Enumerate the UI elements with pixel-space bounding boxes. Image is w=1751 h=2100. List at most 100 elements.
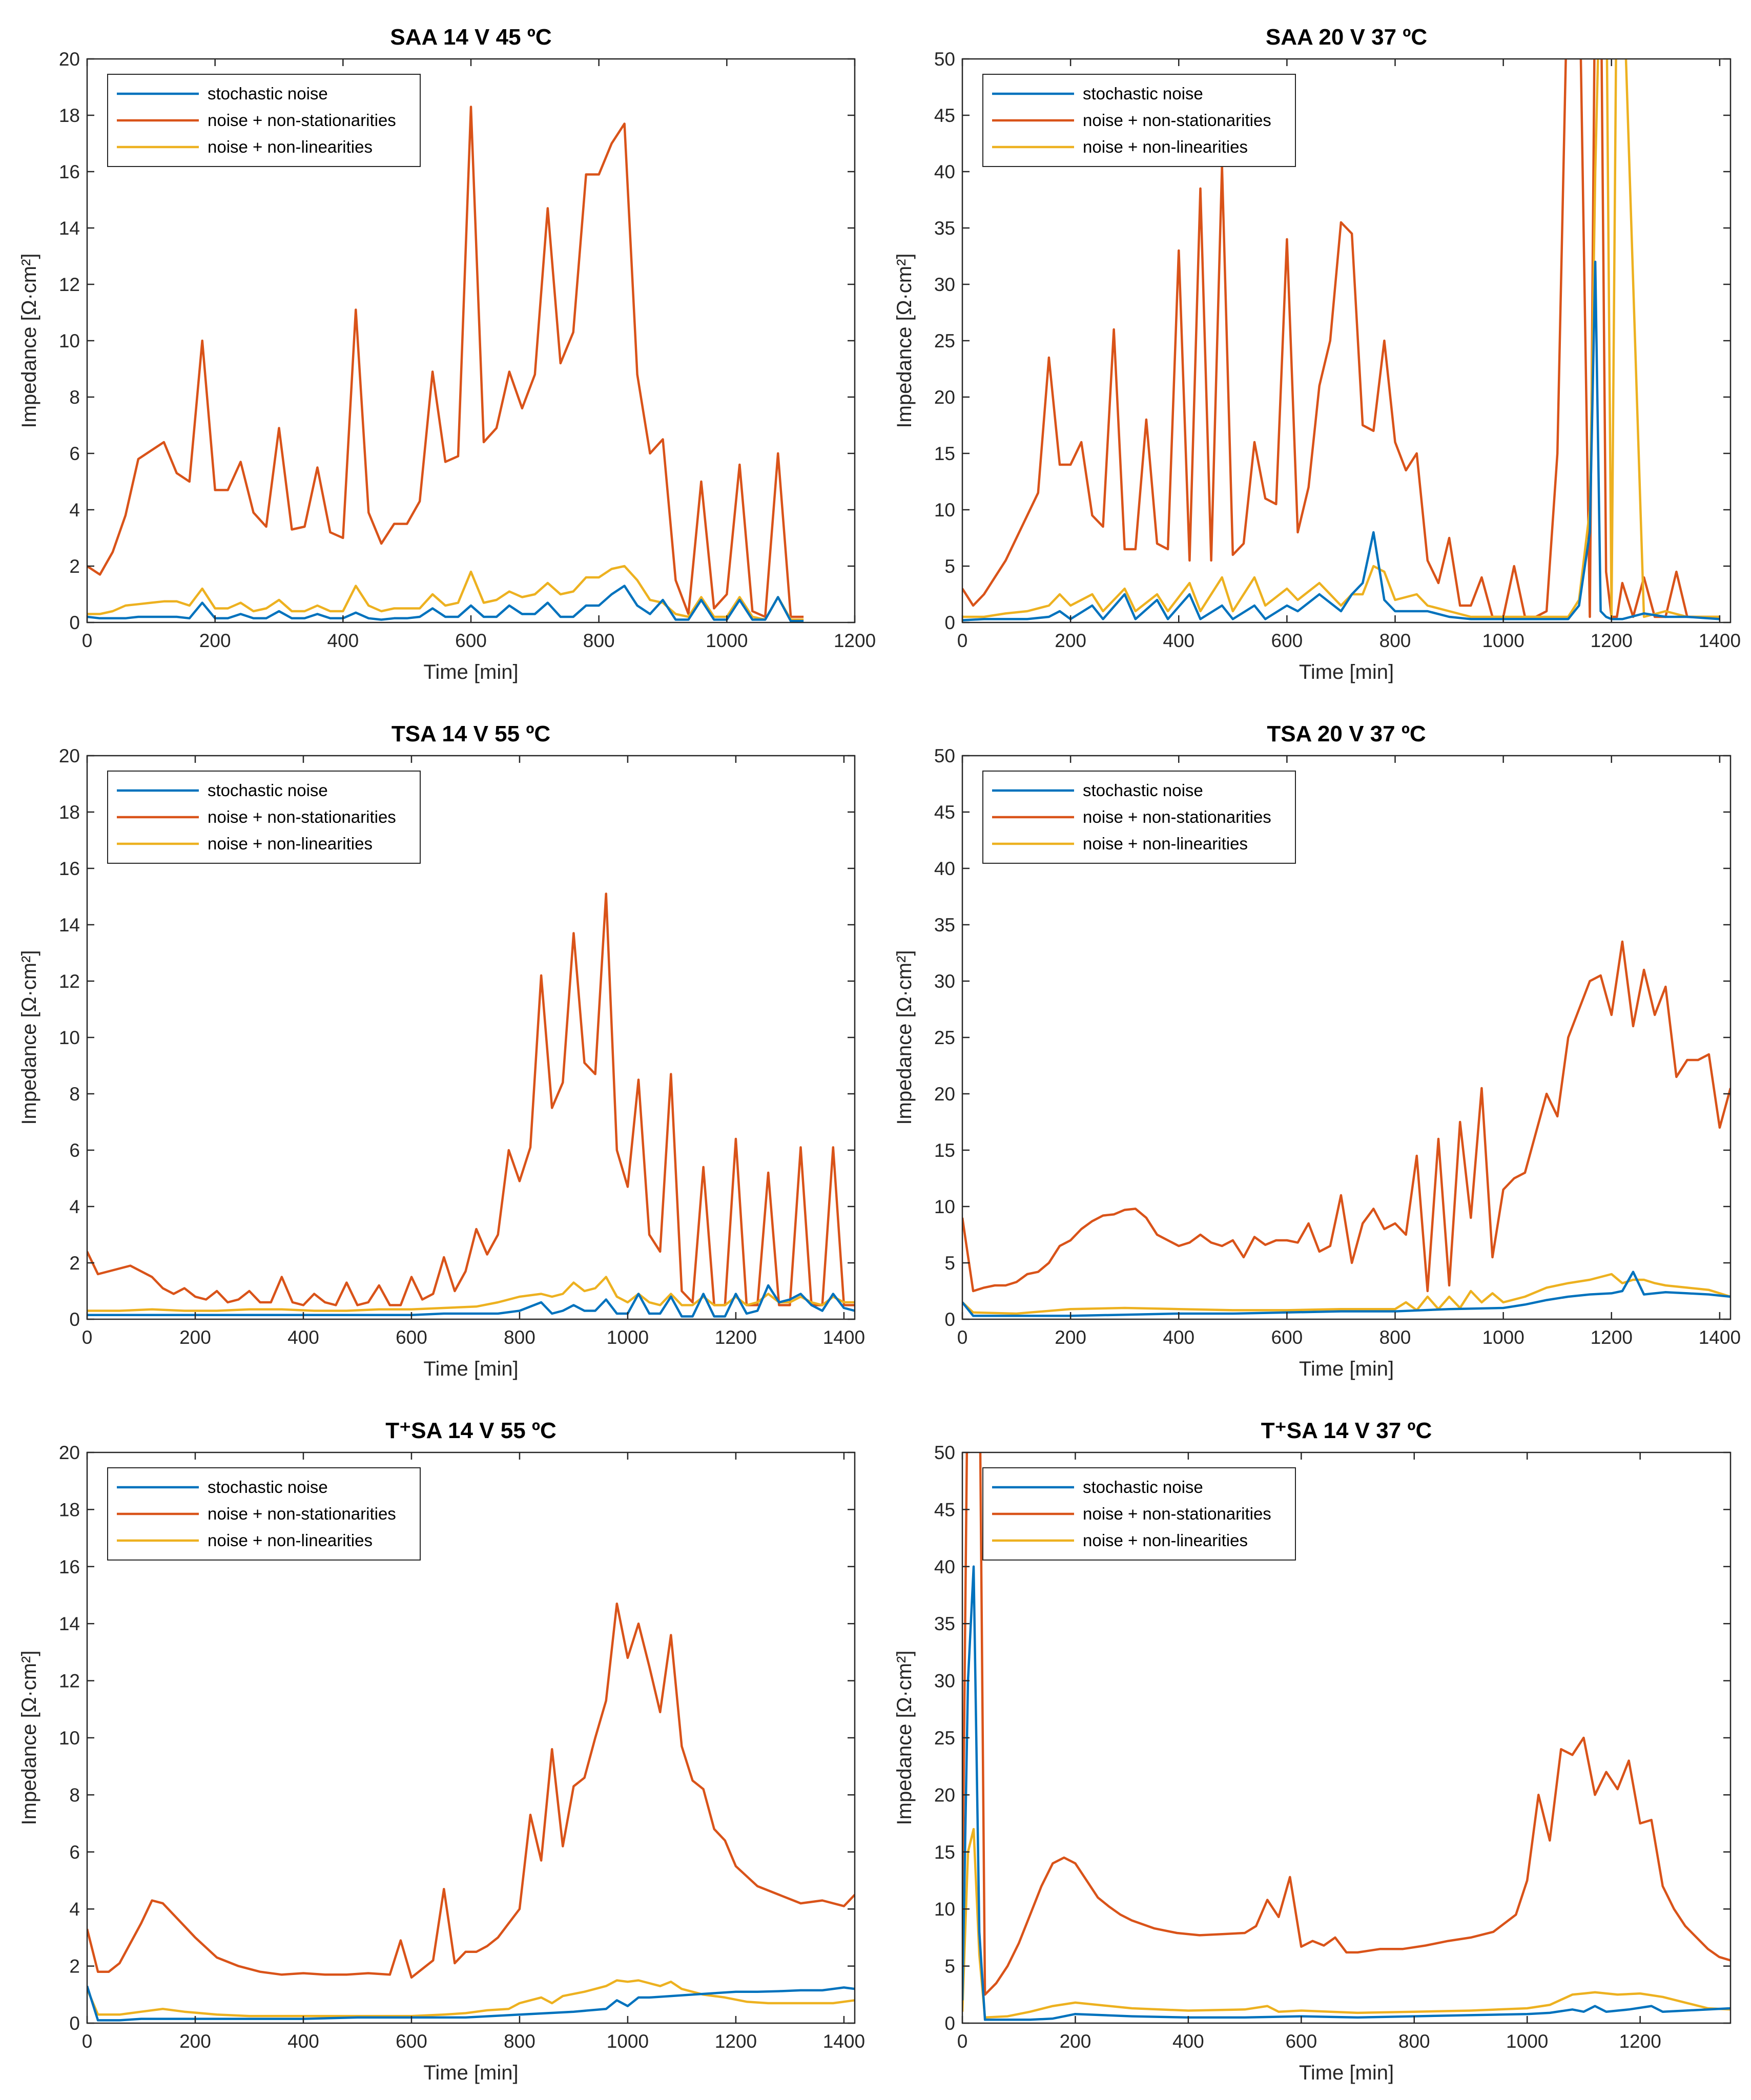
legend: stochastic noise noise + non-stationariti… — [107, 74, 421, 167]
y-tick-label: 5 — [944, 1253, 955, 1274]
legend-label-stochastic-noise: stochastic noise — [208, 1478, 328, 1496]
x-tick-label: 800 — [1398, 2031, 1430, 2052]
x-tick-label: 0 — [82, 1327, 93, 1348]
x-tick-label: 200 — [199, 630, 231, 651]
y-tick-label: 0 — [69, 2013, 80, 2034]
y-tick-label: 2 — [69, 556, 80, 577]
y-axis-label: Impedance [Ω·cm²] — [893, 950, 916, 1125]
legend-label-stochastic-noise: stochastic noise — [208, 84, 328, 103]
y-tick-label: 50 — [934, 745, 955, 766]
x-tick-label: 1200 — [1591, 1327, 1633, 1348]
series-line-stochastic-noise — [962, 260, 1720, 621]
x-tick-label: 200 — [1055, 630, 1086, 651]
chart-title: TSA 20 V 37 ºC — [1267, 721, 1426, 746]
y-tick-label: 35 — [934, 914, 955, 935]
y-tick-label: 25 — [934, 330, 955, 351]
series-line-stochastic-noise — [87, 1284, 855, 1318]
legend-label-noise-non-stationarities: noise + non-stationarities — [208, 807, 396, 826]
y-tick-label: 25 — [934, 1728, 955, 1749]
y-tick-label: 4 — [69, 1196, 80, 1217]
x-tick-label: 1000 — [706, 630, 748, 651]
y-tick-label: 16 — [59, 858, 80, 879]
series-line-stochastic-noise — [87, 585, 804, 622]
x-tick-label: 200 — [1055, 1327, 1086, 1348]
series-line-noise-non-stationarities — [87, 1602, 855, 1979]
x-tick-label: 600 — [455, 630, 487, 651]
x-tick-label: 1200 — [715, 1327, 757, 1348]
y-tick-label: 4 — [69, 500, 80, 521]
legend-label-noise-non-linearities: noise + non-linearities — [1083, 1531, 1248, 1550]
y-tick-label: 40 — [934, 161, 955, 182]
x-tick-label: 800 — [504, 1327, 535, 1348]
x-tick-label: 1200 — [715, 2031, 757, 2052]
legend-label-stochastic-noise: stochastic noise — [208, 781, 328, 800]
y-tick-label: 8 — [69, 1784, 80, 1805]
y-tick-label: 0 — [944, 1309, 955, 1330]
chart-svg: 0 200 400 600 800 1000 1200 0 2 4 6 8 10 12 14 16 18 20 SA… — [18, 25, 876, 683]
x-tick-label: 1200 — [1591, 630, 1633, 651]
y-tick-label: 12 — [59, 1671, 80, 1692]
x-tick-label: 1000 — [1482, 630, 1524, 651]
legend-label-noise-non-stationarities: noise + non-stationarities — [208, 111, 396, 130]
x-tick-label: 0 — [957, 2031, 968, 2052]
y-tick-label: 12 — [59, 274, 80, 295]
y-axis-label: Impedance [Ω·cm²] — [18, 950, 40, 1125]
legend: stochastic noise noise + non-stationariti… — [107, 771, 421, 864]
legend-label-stochastic-noise: stochastic noise — [1083, 1478, 1203, 1496]
y-tick-label: 20 — [59, 1442, 80, 1463]
x-tick-label: 600 — [396, 1327, 427, 1348]
legend-label-noise-non-linearities: noise + non-linearities — [208, 1531, 373, 1550]
legend-label-stochastic-noise: stochastic noise — [1083, 84, 1203, 103]
x-tick-label: 800 — [1379, 1327, 1411, 1348]
chart-svg: 0 200 400 600 800 1000 1200 1400 0 5 10 15 20 25 30 35 4… — [893, 25, 1741, 683]
x-axis-label: Time [min] — [1299, 1358, 1394, 1380]
y-tick-label: 8 — [69, 387, 80, 408]
y-tick-label: 5 — [944, 1956, 955, 1977]
y-tick-label: 14 — [59, 914, 80, 935]
series-line-noise-non-linearities — [87, 1276, 855, 1312]
y-tick-label: 6 — [69, 1842, 80, 1863]
y-tick-label: 35 — [934, 218, 955, 239]
x-tick-label: 600 — [1271, 1327, 1303, 1348]
x-tick-label: 1400 — [823, 2031, 865, 2052]
x-tick-label: 1000 — [607, 2031, 649, 2052]
chart-svg: 0 200 400 600 800 1000 1200 1400 0 2 4 6 8 10 12 14 16 18… — [18, 1418, 865, 2084]
y-tick-label: 15 — [934, 1140, 955, 1161]
series-line-noise-non-linearities — [87, 565, 804, 621]
x-tick-label: 1200 — [1619, 2031, 1661, 2052]
legend: stochastic noise noise + non-stationariti… — [982, 1467, 1296, 1561]
y-tick-label: 50 — [934, 1442, 955, 1463]
x-tick-label: 1000 — [1506, 2031, 1548, 2052]
y-tick-label: 20 — [59, 745, 80, 766]
chart-svg: 0 200 400 600 800 1000 1200 1400 0 2 4 6 8 10 12 14 16 18… — [18, 721, 865, 1380]
y-tick-label: 6 — [69, 1140, 80, 1161]
legend-label-noise-non-linearities: noise + non-linearities — [208, 834, 373, 853]
series-line-noise-non-linearities — [962, 1827, 1731, 2019]
x-tick-label: 1400 — [823, 1327, 865, 1348]
y-tick-label: 14 — [59, 218, 80, 239]
y-tick-label: 20 — [934, 1084, 955, 1105]
legend-label-noise-non-stationarities: noise + non-stationarities — [208, 1504, 396, 1523]
series-line-noise-non-linearities — [962, 1273, 1731, 1315]
chart-panel-saa-14v-45c: 0 200 400 600 800 1000 1200 0 2 4 6 8 10 12 14 16 18 20 SA… — [0, 0, 876, 697]
legend-label-noise-non-linearities: noise + non-linearities — [1083, 137, 1248, 156]
series-line-noise-non-linearities — [87, 1979, 855, 2018]
chart-svg: 0 200 400 600 800 1000 1200 1400 0 5 10 15 20 25 30 35 4… — [893, 721, 1741, 1380]
chart-title: SAA 14 V 45 ºC — [390, 25, 551, 50]
series-line-noise-non-stationarities — [87, 106, 804, 618]
y-tick-label: 4 — [69, 1899, 80, 1920]
x-tick-label: 1400 — [1699, 1327, 1741, 1348]
y-tick-label: 10 — [59, 1027, 80, 1048]
x-tick-label: 400 — [1163, 1327, 1194, 1348]
x-tick-label: 0 — [957, 1327, 968, 1348]
y-tick-label: 40 — [934, 1556, 955, 1577]
x-tick-label: 200 — [179, 1327, 211, 1348]
y-tick-label: 50 — [934, 49, 955, 70]
chart-title: T⁺SA 14 V 55 ºC — [385, 1418, 557, 1443]
y-tick-label: 40 — [934, 858, 955, 879]
x-tick-label: 800 — [583, 630, 615, 651]
chart-panel-saa-20v-37c: 0 200 400 600 800 1000 1200 1400 0 5 10 15 20 25 30 35 4… — [875, 0, 1751, 697]
y-tick-label: 45 — [934, 1499, 955, 1520]
legend: stochastic noise noise + non-stationariti… — [982, 74, 1296, 167]
y-tick-label: 10 — [934, 500, 955, 521]
